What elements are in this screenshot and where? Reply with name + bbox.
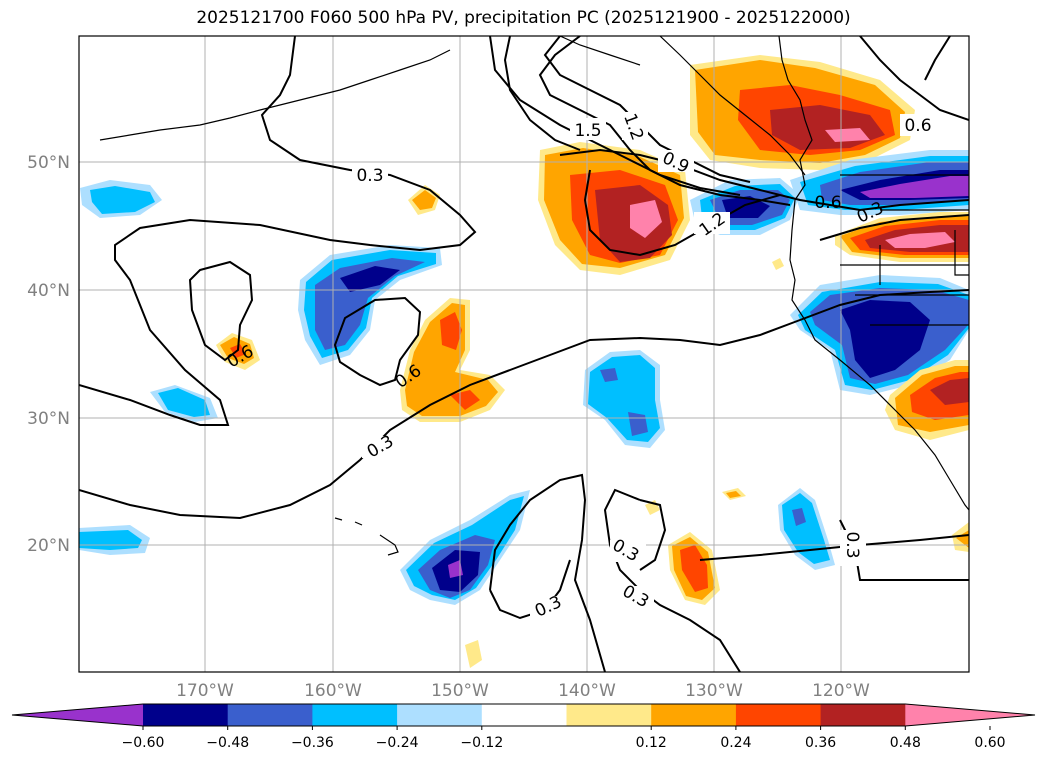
lon-label: 120°W	[812, 681, 870, 701]
negative-precip-140w	[583, 350, 665, 448]
positive-precip-socal	[885, 360, 969, 440]
positive-precip-center	[538, 142, 690, 275]
lon-label: 150°W	[431, 681, 489, 701]
precip-shading	[79, 55, 969, 668]
colorbar-extend-min	[12, 704, 143, 726]
colorbar-tick-label: −0.48	[206, 735, 249, 751]
plot-frame	[78, 35, 970, 673]
lat-label: 20°N	[27, 536, 70, 556]
colorbar-tick-label: −0.24	[376, 735, 419, 751]
positive-precip-150w	[400, 298, 505, 422]
colorbar-segment	[735, 704, 822, 726]
coastlines	[99, 36, 969, 556]
colorbar-segment	[227, 704, 313, 726]
colorbar-tick-label: −0.60	[122, 735, 165, 751]
contour-label: 0.3	[842, 531, 862, 558]
contour-label: 1.5	[574, 121, 601, 141]
colorbar-tick-label: 0.48	[890, 735, 921, 751]
colorbar: −0.60 −0.48 −0.36 −0.24 −0.12 0.12 0.24 0.36 0.4…	[11, 703, 1036, 751]
lon-label: 130°W	[685, 681, 743, 701]
lat-label: 40°N	[27, 281, 70, 301]
negative-precip-165w	[150, 385, 218, 422]
colorbar-segment	[651, 704, 737, 726]
lon-label: 160°W	[304, 681, 362, 701]
colorbar-tick-label: −0.12	[460, 735, 503, 751]
colorbar-tick-label: 0.12	[636, 735, 667, 751]
lon-label: 140°W	[558, 681, 616, 701]
lat-label: 50°N	[27, 153, 70, 173]
colorbar-tick-label: 0.60	[974, 735, 1005, 751]
positive-precip-nw-coast	[690, 55, 915, 170]
map-title: 2025121700 F060 500 hPa PV, precipitatio…	[196, 8, 851, 28]
contour-label: 0.6	[814, 193, 841, 213]
colorbar-tick-label: −0.36	[291, 735, 334, 751]
longitude-labels: 170°W 160°W 150°W 140°W 130°W 120°W	[176, 681, 870, 701]
colorbar-segment	[312, 704, 398, 726]
negative-precip-150w-south	[400, 490, 530, 605]
lon-label: 170°W	[176, 681, 234, 701]
positive-precip-small	[216, 185, 969, 668]
positive-precip-132w	[668, 532, 720, 605]
colorbar-segment	[143, 704, 229, 726]
negative-precip-west-48n	[80, 180, 162, 218]
contour-labels: 1.5 1.2 0.9 1.2 0.6 0.6 0.3 0.3 0.6 0.6 …	[224, 111, 936, 622]
colorbar-segment	[481, 704, 567, 726]
lat-label: 30°N	[27, 409, 70, 429]
colorbar-segment	[397, 704, 483, 726]
negative-precip-california	[790, 275, 969, 395]
colorbar-extend-max	[905, 704, 1035, 726]
negative-precip-interior	[790, 150, 969, 215]
contour-label: 0.6	[904, 116, 931, 136]
latitude-labels: 50°N 40°N 30°N 20°N	[27, 153, 70, 556]
contour-label: 0.3	[356, 166, 383, 186]
colorbar-segment	[820, 704, 906, 726]
pv-contours	[79, 36, 969, 672]
colorbar-tick-label: 0.36	[805, 735, 836, 751]
colorbar-tick-label: 0.24	[720, 735, 751, 751]
colorbar-segment	[566, 704, 652, 726]
